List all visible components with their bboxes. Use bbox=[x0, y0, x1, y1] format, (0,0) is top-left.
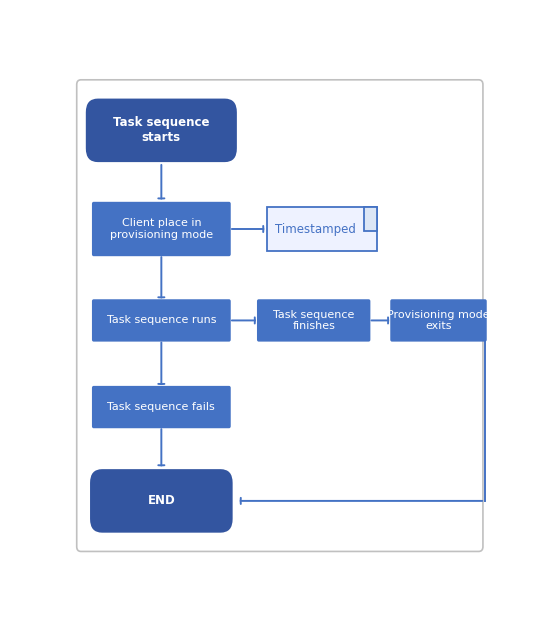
Text: Client place in
provisioning mode: Client place in provisioning mode bbox=[110, 218, 213, 240]
Text: Timestamped: Timestamped bbox=[275, 222, 356, 236]
Text: Task sequence
finishes: Task sequence finishes bbox=[273, 309, 354, 331]
Text: Provisioning mode
exits: Provisioning mode exits bbox=[387, 309, 490, 331]
FancyBboxPatch shape bbox=[92, 299, 231, 342]
Text: END: END bbox=[147, 494, 175, 508]
FancyBboxPatch shape bbox=[92, 386, 231, 428]
FancyBboxPatch shape bbox=[76, 80, 483, 551]
Text: Task sequence
starts: Task sequence starts bbox=[113, 116, 210, 144]
FancyBboxPatch shape bbox=[86, 99, 237, 162]
FancyBboxPatch shape bbox=[267, 208, 377, 251]
FancyBboxPatch shape bbox=[390, 299, 486, 342]
Text: Task sequence fails: Task sequence fails bbox=[108, 402, 215, 412]
FancyBboxPatch shape bbox=[92, 202, 231, 256]
Text: Task sequence runs: Task sequence runs bbox=[106, 316, 216, 326]
FancyBboxPatch shape bbox=[365, 208, 377, 231]
FancyBboxPatch shape bbox=[90, 469, 233, 532]
FancyBboxPatch shape bbox=[257, 299, 370, 342]
